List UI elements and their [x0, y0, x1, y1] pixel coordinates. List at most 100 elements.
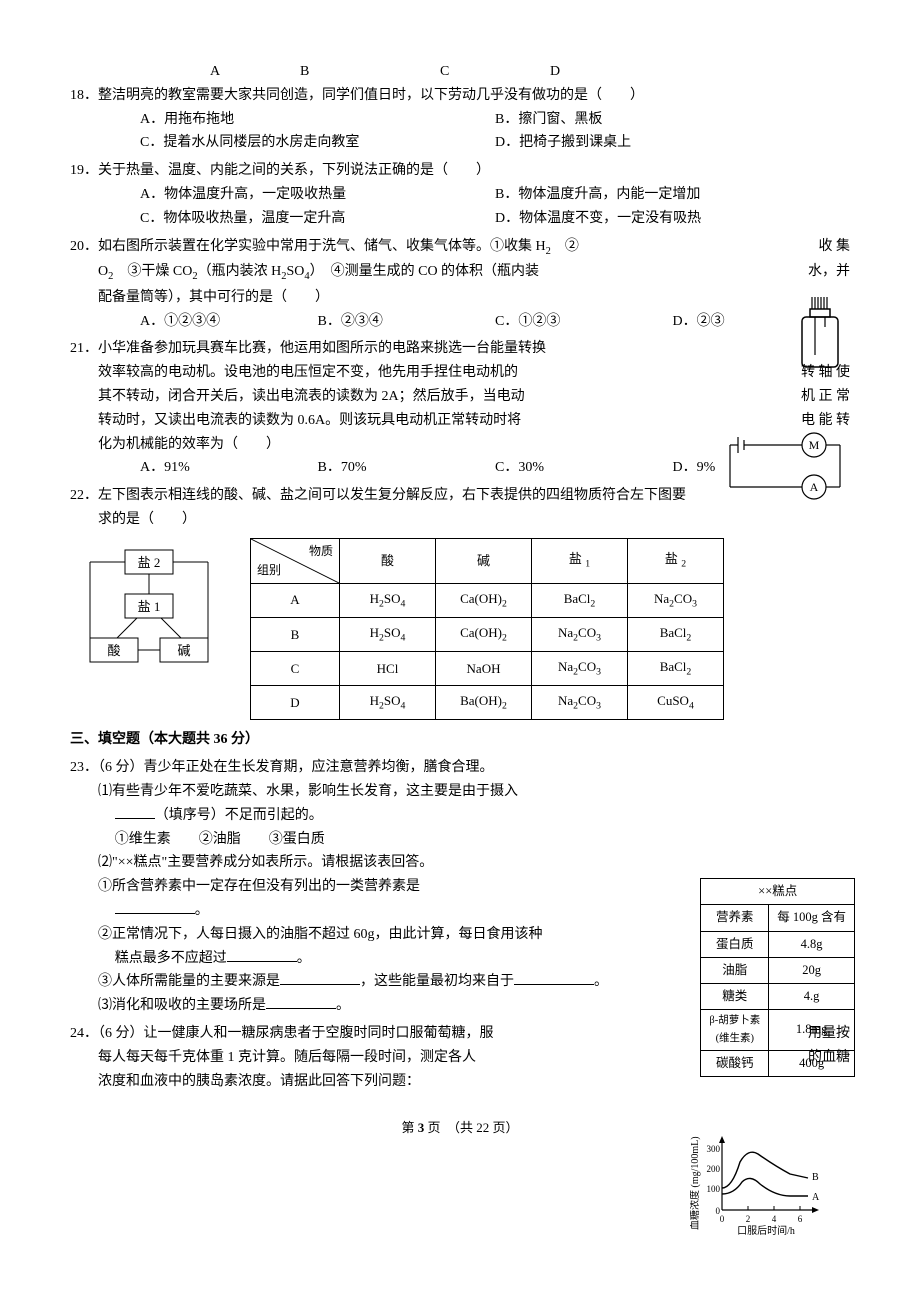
q21-l3: 其不转动，闭合开关后，读出电流表的读数为 2A；然后放手，当电动	[98, 389, 525, 404]
table-row-group: D	[251, 686, 340, 720]
nutrient-name: 糖类	[701, 984, 769, 1010]
nutrient-value: 4.g	[769, 984, 855, 1010]
svg-text:M: M	[809, 438, 820, 452]
table-row-group: A	[251, 583, 340, 617]
table-cell: Na2CO3	[532, 617, 628, 651]
q23-p2-3b: ，这些能量最初均来自于	[360, 974, 514, 989]
q23-p2-3c: 。	[594, 974, 608, 989]
qnum-21: 21．	[70, 341, 98, 356]
table-cell: CuSO4	[628, 686, 724, 720]
table-cell: Na2CO3	[532, 686, 628, 720]
q20-l2-o: O	[98, 264, 108, 279]
question-18: 18．整洁明亮的教室需要大家共同创造，同学们值日时，以下劳动几乎没有做功的是（ …	[70, 84, 850, 155]
q21-opt-a: A．91%	[140, 456, 318, 480]
table-cell: Ba(OH)2	[436, 686, 532, 720]
top-option-row: A B C D	[70, 60, 850, 84]
svg-text:A: A	[810, 480, 819, 494]
table-cell: NaOH	[436, 652, 532, 686]
footer-mid: 页 （共	[424, 1120, 476, 1135]
qnum-22: 22．	[70, 488, 98, 503]
q19-opt-b: B．物体温度升高，内能一定增加	[495, 183, 850, 207]
qnum-24: 24．	[70, 1026, 98, 1041]
top-label-b: B	[300, 60, 440, 84]
q20-opt-c: C．①②③	[495, 310, 673, 334]
q22-diag-bottom: 组别	[257, 560, 281, 580]
q23-p2-2b: 糕点最多不应超过	[115, 951, 227, 966]
q22-diag-top: 物质	[309, 541, 333, 561]
q18-opt-c: C．提着水从同楼层的水房走向教室	[140, 131, 495, 155]
qnum-19: 19．	[70, 163, 98, 178]
nutrient-h2: 每 100g 含有	[769, 905, 855, 931]
qnum-20: 20．	[70, 239, 98, 254]
nutrient-h1: 营养素	[701, 905, 769, 931]
section-3-title: 三、填空题（本大题共 36 分）	[70, 728, 850, 752]
table-cell: Ca(OH)2	[436, 583, 532, 617]
blank	[227, 947, 297, 962]
blank	[280, 970, 360, 985]
blood-sugar-chart: 血糖浓度 (mg/100mL) 0 100 200 300 0 2 4 6 B …	[690, 1130, 835, 1249]
gas-bottle-icon	[790, 295, 850, 373]
q20-m4: ） ④测量生成的 CO 的体积（瓶内装	[310, 264, 539, 279]
blank	[115, 804, 155, 819]
q21-l2: 效率较高的电动机。设电池的电压恒定不变，他先用手捏住电动机的	[98, 365, 518, 380]
nutrient-name: 油脂	[701, 957, 769, 983]
nutrient-value: 1.8mg	[769, 1010, 855, 1051]
q20-l3: 配备量筒等），其中可行的是（ ）	[70, 286, 850, 310]
svg-text:碱: 碱	[177, 643, 190, 658]
q22-col-2-pre: 盐	[569, 551, 585, 566]
table-cell: H2SO4	[340, 617, 436, 651]
qnum-23: 23．	[70, 760, 98, 775]
q21-l4: 转动时，又读出电流表的读数为 0.6A。则该玩具电动机正常转动时将	[98, 413, 521, 428]
q23-p2-3a: ③人体所需能量的主要来源是	[98, 974, 280, 989]
table-row-group: B	[251, 617, 340, 651]
blank	[514, 970, 594, 985]
blank	[266, 994, 336, 1009]
q18-opt-b: B．擦门窗、黑板	[495, 108, 850, 132]
nutrient-name: 蛋白质	[701, 931, 769, 957]
q19-opt-d: D．物体温度不变，一定没有吸热	[495, 207, 850, 231]
q23-p1opts: ①维生素 ②油脂 ③蛋白质	[70, 828, 850, 852]
q22-col-3-sub: 2	[681, 559, 686, 570]
q20-opt-a: A．①②③④	[140, 310, 318, 334]
q24-l2: 每人每天每千克体重 1 克计算。随后每隔一段时间，测定各人	[98, 1050, 476, 1065]
q19-text: 关于热量、温度、内能之间的关系，下列说法正确的是（ ）	[98, 163, 490, 178]
q19-opt-c: C．物体吸收热量，温度一定升高	[140, 207, 495, 231]
q22-col-1: 碱	[436, 538, 532, 583]
qnum-18: 18．	[70, 88, 98, 103]
q22-col-3-pre: 盐	[665, 551, 681, 566]
table-cell: Na2CO3	[532, 652, 628, 686]
q23-lead: （6 分）青少年正处在生长发育期，应注意营养均衡，膳食合理。	[98, 760, 494, 775]
svg-text:A: A	[812, 1192, 820, 1203]
q22-col-2-sub: 1	[585, 559, 590, 570]
nutrient-table: ××糕点 营养素每 100g 含有 蛋白质4.8g油脂20g糖类4.gβ-胡萝卜…	[700, 878, 855, 1077]
q23-p1a: ⑴有些青少年不爱吃蔬菜、水果，影响生长发育，这主要是由于摄入	[70, 780, 850, 804]
svg-text:酸: 酸	[107, 643, 120, 658]
svg-text:盐 1: 盐 1	[138, 599, 161, 614]
table-row-group: C	[251, 652, 340, 686]
q21-l1: 小华准备参加玩具赛车比赛，他运用如图所示的电路来挑选一台能量转换	[98, 341, 546, 356]
q23-p3a: ⑶消化和吸收的主要场所是	[98, 998, 266, 1013]
table-cell: BaCl2	[532, 583, 628, 617]
q23-p2-1b: 。	[195, 903, 209, 918]
svg-text:血糖浓度 (mg/100mL): 血糖浓度 (mg/100mL)	[690, 1136, 701, 1230]
q20-m3: SO	[286, 264, 304, 279]
svg-text:6: 6	[798, 1214, 803, 1224]
q22-col-0: 酸	[340, 538, 436, 583]
nutrient-name: β-胡萝卜素 (维生素)	[701, 1010, 769, 1051]
top-label-c: C	[440, 60, 550, 84]
page: A B C D 18．整洁明亮的教室需要大家共同创造，同学们值日时，以下劳动几乎…	[0, 0, 920, 1180]
blank	[115, 899, 195, 914]
nutrient-title: ××糕点	[701, 879, 855, 905]
circuit-diagram-icon: M A	[720, 427, 850, 505]
table-cell: H2SO4	[340, 686, 436, 720]
svg-text:300: 300	[707, 1144, 721, 1154]
nutrient-value: 4.8g	[769, 931, 855, 957]
q23-p3b: 。	[336, 998, 350, 1013]
q21-opt-b: B．70%	[318, 456, 496, 480]
table-cell: H2SO4	[340, 583, 436, 617]
table-cell: BaCl2	[628, 617, 724, 651]
q23-p2-2c: 。	[297, 951, 311, 966]
q20-rt1: 收 集	[815, 235, 851, 259]
nutrient-value: 20g	[769, 957, 855, 983]
table-cell: Ca(OH)2	[436, 617, 532, 651]
